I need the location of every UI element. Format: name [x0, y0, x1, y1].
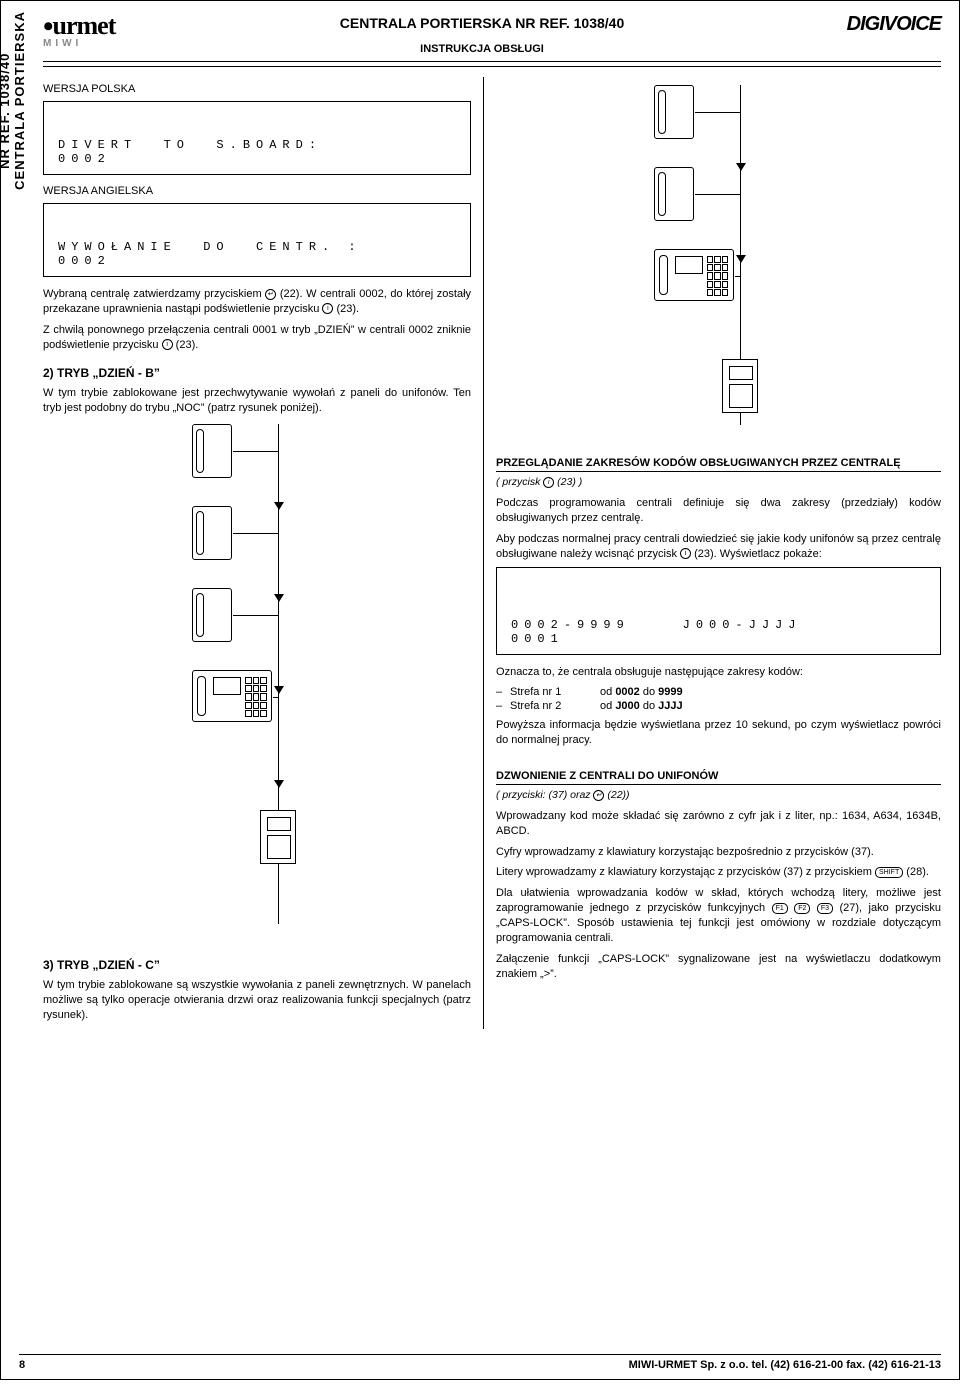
info-icon: i	[543, 477, 554, 488]
sub-dzwon-b: (22))	[604, 789, 629, 801]
p2b: (23).	[173, 339, 199, 351]
f1-key-icon: F1	[772, 903, 788, 914]
diagram-dzien-b	[192, 424, 322, 944]
lcd2-line2: 0002	[58, 254, 111, 268]
footer: 8 MIWI-URMET Sp. z o.o. tel. (42) 616-21…	[19, 1354, 941, 1371]
info-icon: i	[162, 339, 173, 350]
para-2: Z chwilą ponownego przełączenia centrali…	[43, 323, 471, 353]
lcd-display-2: WYWOŁANIE DO CENTR. : 0002	[43, 203, 471, 277]
enter-icon: ↵	[265, 289, 276, 300]
logo-urmet-text: •urmet	[43, 13, 153, 40]
door-panel-icon	[722, 359, 758, 413]
para-4: W tym trybie zablokowane są wszystkie wy…	[43, 978, 471, 1023]
p1a: Wybraną centralę zatwierdzamy przyciskie…	[43, 288, 265, 300]
divider	[43, 66, 941, 67]
lcd3-line1: 0002-9999 J000-JJJJ	[511, 618, 801, 632]
lcd1-line2: 0002	[58, 152, 111, 166]
f2-key-icon: F2	[794, 903, 810, 914]
para-5: Podczas programowania centrali definiuje…	[496, 496, 941, 526]
para-11: Litery wprowadzamy z klawiatury korzysta…	[496, 865, 941, 880]
zone-label: Strefa nr 2	[510, 700, 600, 712]
p11b: (28).	[903, 866, 929, 878]
handset-icon	[192, 424, 232, 478]
lcd1-line1: DIVERT TO S.BOARD:	[58, 138, 322, 152]
para-9: Wprowadzany kod może składać się zarówno…	[496, 809, 941, 839]
info-icon: i	[322, 303, 333, 314]
handset-icon	[192, 588, 232, 642]
door-panel-icon	[260, 810, 296, 864]
side-tab-ref: NR REF. 1038/40	[0, 11, 12, 190]
sub-przegladanie: ( przycisk i (23) )	[496, 476, 941, 488]
heading-przegladanie: PRZEGLĄDANIE ZAKRESÓW KODÓW OBSŁUGIWANYC…	[496, 457, 941, 472]
f3-key-icon: F3	[817, 903, 833, 914]
console-icon	[654, 249, 734, 301]
para-12: Dla ułatwienia wprowadzania kodów w skła…	[496, 886, 941, 945]
sub-przegl-a: ( przycisk	[496, 476, 543, 488]
logo-urmet: •urmet MIWI	[43, 13, 153, 49]
p1c: (23).	[333, 303, 359, 315]
sub-dzwon-a: ( przyciski: (37) oraz	[496, 789, 593, 801]
list-item: Strefa nr 1od 0002 do 9999	[510, 686, 941, 698]
page: NR REF. 1038/40 CENTRALA PORTIERSKA •urm…	[0, 0, 960, 1380]
heading-dzien-b: 2) TRYB „DZIEŃ - B”	[43, 366, 471, 380]
list-item: Strefa nr 2od J000 do JJJJ	[510, 700, 941, 712]
para-6: Aby podczas normalnej pracy centrali dow…	[496, 532, 941, 562]
logo-urmet-word: urmet	[53, 11, 116, 40]
header-center: CENTRALA PORTIERSKA NR REF. 1038/40 INST…	[153, 13, 811, 55]
content: •urmet MIWI CENTRALA PORTIERSKA NR REF. …	[43, 13, 941, 1029]
page-subtitle: INSTRUKCJA OBSŁUGI	[153, 43, 811, 55]
side-tab-title: CENTRALA PORTIERSKA	[12, 11, 27, 190]
para-3: W tym trybie zablokowane jest przechwyty…	[43, 386, 471, 416]
zone-list: Strefa nr 1od 0002 do 9999 Strefa nr 2od…	[496, 686, 941, 712]
handset-icon	[192, 506, 232, 560]
logo-digivoice: DIGIVOICE	[811, 13, 941, 36]
columns: WERSJA POLSKA DIVERT TO S.BOARD: 0002 WE…	[43, 77, 941, 1029]
enter-icon: ↵	[593, 790, 604, 801]
heading-dzien-c: 3) TRYB „DZIEŃ - C”	[43, 958, 471, 972]
heading-dzwonienie: DZWONIENIE Z CENTRALI DO UNIFONÓW	[496, 770, 941, 785]
sub-przegl-b: (23) )	[554, 476, 582, 488]
shift-key-icon: SHIFT	[875, 867, 903, 878]
label-wersja-polska: WERSJA POLSKA	[43, 83, 471, 95]
para-1: Wybraną centralę zatwierdzamy przyciskie…	[43, 287, 471, 317]
p6b: (23). Wyświetlacz pokaże:	[691, 548, 822, 560]
handset-icon	[654, 85, 694, 139]
diagram-top	[654, 85, 784, 445]
console-icon	[192, 670, 272, 722]
zone-label: Strefa nr 1	[510, 686, 600, 698]
page-number: 8	[19, 1359, 25, 1371]
handset-icon	[654, 167, 694, 221]
para-7: Oznacza to, że centrala obsługuje następ…	[496, 665, 941, 680]
lcd3-line2: 0001	[511, 632, 564, 646]
para-8: Powyższa informacja będzie wyświetlana p…	[496, 718, 941, 748]
page-title: CENTRALA PORTIERSKA NR REF. 1038/40	[153, 15, 811, 31]
para-13: Załączenie funkcji „CAPS-LOCK” sygnalizo…	[496, 952, 941, 982]
p11a: Litery wprowadzamy z klawiatury korzysta…	[496, 866, 875, 878]
side-tab: NR REF. 1038/40 CENTRALA PORTIERSKA	[0, 11, 23, 190]
footer-company: MIWI-URMET Sp. z o.o. tel. (42) 616-21-0…	[629, 1359, 941, 1371]
lcd-display-3: 0002-9999 J000-JJJJ 0001	[496, 567, 941, 655]
p2a: Z chwilą ponownego przełączenia centrali…	[43, 324, 471, 351]
lcd-display-1: DIVERT TO S.BOARD: 0002	[43, 101, 471, 175]
lcd2-line1: WYWOŁANIE DO CENTR. :	[58, 240, 362, 254]
header: •urmet MIWI CENTRALA PORTIERSKA NR REF. …	[43, 13, 941, 62]
zone-range: od 0002 do 9999	[600, 686, 683, 698]
column-left: WERSJA POLSKA DIVERT TO S.BOARD: 0002 WE…	[43, 77, 483, 1029]
para-10: Cyfry wprowadzamy z klawiatury korzystaj…	[496, 845, 941, 860]
label-wersja-angielska: WERSJA ANGIELSKA	[43, 185, 471, 197]
sub-dzwonienie: ( przyciski: (37) oraz ↵ (22))	[496, 789, 941, 801]
zone-range: od J000 do JJJJ	[600, 700, 683, 712]
column-right: PRZEGLĄDANIE ZAKRESÓW KODÓW OBSŁUGIWANYC…	[483, 77, 941, 1029]
info-icon: i	[680, 548, 691, 559]
